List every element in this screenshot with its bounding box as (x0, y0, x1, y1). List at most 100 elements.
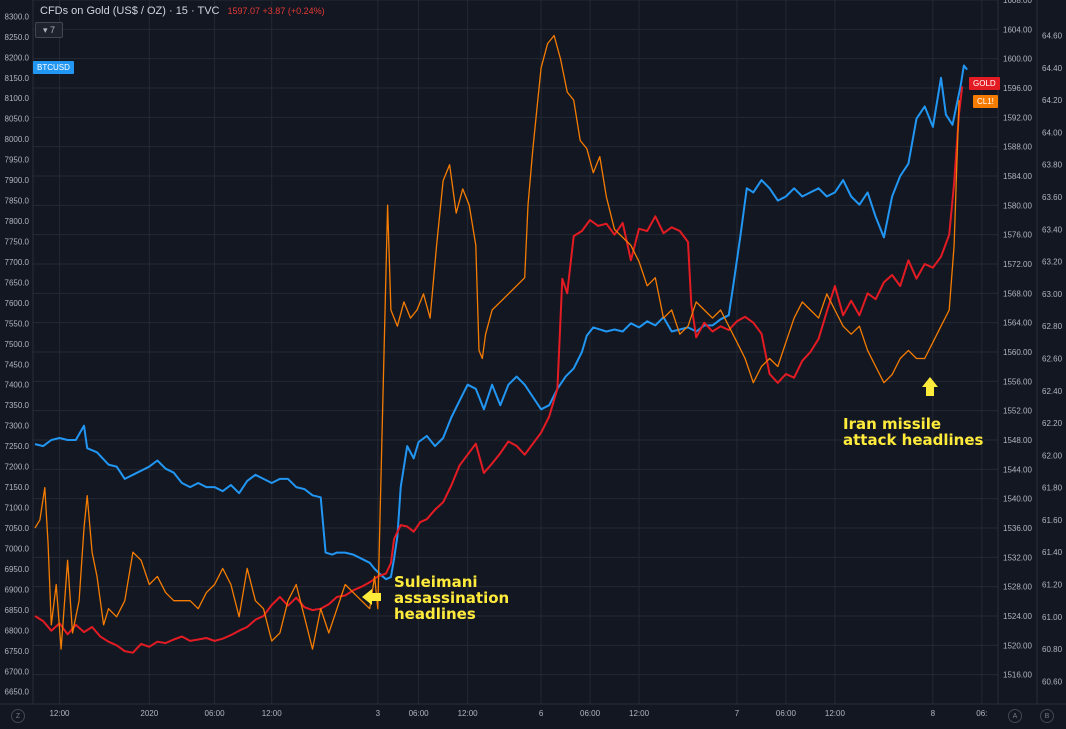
left-axis-tick-label: 7950.0 (5, 156, 30, 165)
left-axis-tick-label: 6650.0 (5, 688, 30, 697)
chart-header: CFDs on Gold (US$ / OZ) · 15 · TVC 1597.… (0, 0, 325, 38)
right-axis-tick-label: 62.40 (1042, 387, 1063, 396)
left-axis-tick-label: 6900.0 (5, 585, 30, 594)
right-axis-tick-label: 62.60 (1042, 354, 1063, 363)
time-axis-tick-label: 12:00 (629, 709, 650, 718)
right-axis-tick-label: 63.60 (1042, 193, 1063, 202)
chevron-down-icon: ▾ (42, 24, 50, 35)
series-layer (34, 34, 968, 654)
right-axis-tick-label: 63.20 (1042, 258, 1063, 267)
mid-axis-tick-label: 1564.00 (1003, 319, 1032, 328)
time-axis-tick-label: 12:00 (458, 709, 479, 718)
mid-axis-tick-label: 1556.00 (1003, 377, 1032, 386)
left-axis-tick-label: 7150.0 (5, 483, 30, 492)
right-axis-tick-label: 63.40 (1042, 225, 1063, 234)
left-axis-tick-label: 8150.0 (5, 74, 30, 83)
auto-scale-button[interactable]: A (1008, 709, 1022, 723)
left-axis-tick-label: 7200.0 (5, 463, 30, 472)
left-axis-tick-label: 7500.0 (5, 340, 30, 349)
mid-axis-tick-label: 1528.00 (1003, 583, 1032, 592)
mid-axis-tick-label: 1520.00 (1003, 641, 1032, 650)
annotation-line: Iran missile (843, 415, 942, 433)
left-axis-tick-label: 7450.0 (5, 360, 30, 369)
annotation-line: headlines (394, 605, 476, 623)
left-axis-tick-label: 7650.0 (5, 278, 30, 287)
left-axis-tick-label: 7750.0 (5, 237, 30, 246)
annotation-line: Suleimani (394, 573, 478, 591)
gold-badge[interactable]: GOLD (969, 77, 1000, 90)
left-axis-tick-label: 6750.0 (5, 647, 30, 656)
mid-axis-tick-label: 1524.00 (1003, 612, 1032, 621)
left-axis-tick-label: 7700.0 (5, 258, 30, 267)
left-axis-tick-label: 7300.0 (5, 422, 30, 431)
left-axis-tick-label: 7900.0 (5, 176, 30, 185)
right-axis-tick-label: 62.80 (1042, 322, 1063, 331)
mid-axis-tick-label: 1588.00 (1003, 143, 1032, 152)
right-axis-tick-label: 61.40 (1042, 548, 1063, 557)
up-arrow-icon (922, 377, 938, 396)
symbol-title[interactable]: CFDs on Gold (US$ / OZ) · 15 · TVC (40, 5, 220, 17)
right-axis-tick-label: 60.60 (1042, 677, 1063, 686)
time-axis-tick-label: 06:00 (205, 709, 226, 718)
right-axis-tick-label: 62.00 (1042, 451, 1063, 460)
time-axis-tick-label: 7 (735, 709, 740, 718)
time-axis-tick-label: 12:00 (262, 709, 283, 718)
left-axis-tick-label: 8050.0 (5, 115, 30, 124)
annotation-arrows (362, 377, 938, 605)
collapse-indicators-button[interactable]: ▾ 7 (35, 22, 63, 38)
left-axis-tick-label: 8250.0 (5, 33, 30, 42)
left-axis-tick-label: 7250.0 (5, 442, 30, 451)
left-axis-tick-label: 7550.0 (5, 319, 30, 328)
iran-annotation: Iran missile attack headlines (843, 416, 983, 448)
left-axis-tick-label: 6950.0 (5, 565, 30, 574)
time-axis-tick-label: 12:00 (825, 709, 846, 718)
right-axis-tick-label: 64.00 (1042, 128, 1063, 137)
right-axis-tick-label: 60.80 (1042, 645, 1063, 654)
mid-axis-tick-label: 1532.00 (1003, 553, 1032, 562)
right-axis-tick-label: 64.40 (1042, 64, 1063, 73)
left-axis-tick-label: 7400.0 (5, 381, 30, 390)
left-axis-tick-label: 8100.0 (5, 94, 30, 103)
right-axis-tick-label: 64.20 (1042, 96, 1063, 105)
mid-axis-tick-label: 1536.00 (1003, 524, 1032, 533)
time-axis-tick-label: 6 (539, 709, 544, 718)
right-axis-tick-label: 62.20 (1042, 419, 1063, 428)
left-axis-tick-label: 7350.0 (5, 401, 30, 410)
right-axis-tick-label: 63.80 (1042, 161, 1063, 170)
left-axis-tick-label: 7000.0 (5, 544, 30, 553)
mid-axis-tick-label: 1572.00 (1003, 260, 1032, 269)
left-axis-tick-label: 7800.0 (5, 217, 30, 226)
time-axis-tick-label: 8 (931, 709, 936, 718)
right-axis-tick-label: 61.80 (1042, 484, 1063, 493)
time-axis-tick-label: 06:00 (409, 709, 430, 718)
mid-axis-tick-label: 1596.00 (1003, 84, 1032, 93)
mid-axis-tick-label: 1600.00 (1003, 55, 1032, 64)
annotation-line: assassination (394, 589, 510, 607)
mid-axis-tick-label: 1544.00 (1003, 465, 1032, 474)
mid-axis-tick-label: 1604.00 (1003, 25, 1032, 34)
series-line-btcusd (34, 64, 968, 581)
time-axis-tick-label: 12:00 (49, 709, 70, 718)
mid-axis-tick-label: 1540.00 (1003, 495, 1032, 504)
suleimani-annotation: Suleimani assassination headlines (394, 574, 509, 622)
oil-badge[interactable]: CL1! (973, 95, 998, 108)
mid-axis-tick-label: 1608.00 (1003, 0, 1032, 5)
scale-mode-button[interactable]: B (1040, 709, 1054, 723)
left-arrow-icon (362, 589, 381, 605)
left-axis-tick-label: 8000.0 (5, 135, 30, 144)
left-axis-tick-label: 7050.0 (5, 524, 30, 533)
mid-axis-tick-label: 1548.00 (1003, 436, 1032, 445)
zoom-reset-button[interactable]: Z (11, 709, 25, 723)
right-axis-tick-label: 61.20 (1042, 581, 1063, 590)
left-axis-tick-label: 7600.0 (5, 299, 30, 308)
mid-axis-tick-label: 1560.00 (1003, 348, 1032, 357)
mid-axis-tick-label: 1568.00 (1003, 289, 1032, 298)
right-axis-tick-label: 63.00 (1042, 290, 1063, 299)
btcusd-badge[interactable]: BTCUSD (33, 61, 74, 74)
left-axis-tick-label: 6850.0 (5, 606, 30, 615)
left-axis-tick-label: 7100.0 (5, 504, 30, 513)
quote-readout: 1597.07 +3.87 (+0.24%) (227, 6, 325, 16)
